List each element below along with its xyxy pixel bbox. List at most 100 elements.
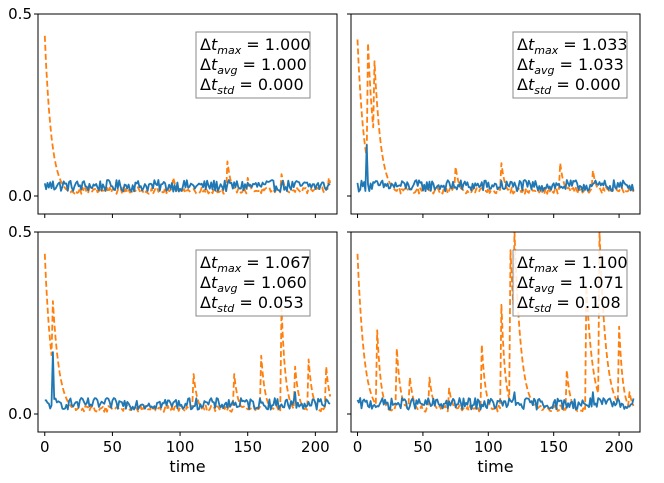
t-symbol: t	[528, 253, 535, 272]
delta-symbol: Δ	[517, 75, 528, 94]
y-tick-label: 0.0	[8, 187, 32, 205]
annotation-max: Δtmax = 1.000	[200, 35, 311, 57]
x-tick-label: 100	[474, 438, 503, 456]
t-symbol: t	[211, 293, 218, 312]
axes-frame	[350, 231, 641, 433]
annotation-avg: Δtavg = 1.060	[200, 273, 307, 295]
t-symbol: t	[211, 253, 218, 272]
annotation-max: Δtmax = 1.033	[517, 35, 628, 57]
annotation-avg: Δtavg = 1.000	[200, 55, 307, 77]
series-group	[43, 253, 332, 413]
axes-frame	[37, 13, 338, 215]
annotation-value-std: = 0.000	[551, 75, 620, 94]
series-solid-line	[44, 351, 331, 411]
t-symbol: t	[211, 75, 218, 94]
series-dashed-line	[43, 253, 332, 413]
annotation-box	[195, 249, 311, 317]
x-tick-label: 200	[605, 438, 634, 456]
delta-symbol: Δ	[517, 35, 528, 54]
subscript-max: max	[534, 44, 558, 57]
annotation-value-std: = 0.053	[234, 293, 303, 312]
annotation-value-std: = 0.000	[234, 75, 303, 94]
subscript-max: max	[217, 44, 241, 57]
subscript-avg: avg	[534, 282, 554, 295]
x-tick-label: 50	[413, 438, 432, 456]
annotation-value-avg: = 1.060	[237, 273, 306, 292]
delta-symbol: Δ	[200, 75, 211, 94]
delta-symbol: Δ	[517, 253, 528, 272]
t-symbol: t	[211, 273, 218, 292]
annotation-value-avg: = 1.071	[554, 273, 623, 292]
annotation-value-std: = 0.108	[551, 293, 620, 312]
t-symbol: t	[211, 55, 218, 74]
annotation-box	[512, 249, 628, 317]
subscript-std: std	[217, 302, 235, 315]
delta-symbol: Δ	[200, 293, 211, 312]
subscript-avg: avg	[534, 64, 554, 77]
delta-symbol: Δ	[517, 55, 528, 74]
annotation-value-avg: = 1.033	[554, 55, 623, 74]
t-symbol: t	[528, 35, 535, 54]
series-dashed-line	[43, 35, 332, 195]
subscript-avg: avg	[217, 282, 237, 295]
delta-symbol: Δ	[200, 253, 211, 272]
x-tick-label: 0	[40, 438, 50, 456]
y-tick-label: 0.5	[8, 5, 32, 23]
series-solid-line	[43, 179, 331, 193]
subscript-std: std	[217, 84, 235, 97]
annotation-avg: Δtavg = 1.071	[517, 273, 624, 295]
annotation-std: Δtstd = 0.000	[517, 75, 621, 97]
annotation-avg: Δtavg = 1.033	[517, 55, 624, 77]
axes-frame	[37, 231, 338, 433]
annotation-max: Δtmax = 1.100	[517, 253, 628, 275]
subscript-max: max	[217, 262, 241, 275]
series-group	[356, 39, 635, 195]
x-tick-label: 0	[353, 438, 363, 456]
x-tick-label: 50	[103, 438, 122, 456]
t-symbol: t	[528, 273, 535, 292]
annotation-std: Δtstd = 0.108	[517, 293, 621, 315]
series-solid-line	[356, 144, 635, 193]
annotation-box	[512, 31, 628, 99]
t-symbol: t	[528, 55, 535, 74]
annotation-max: Δtmax = 1.067	[200, 253, 311, 275]
axes-frame	[350, 13, 641, 215]
t-symbol: t	[528, 75, 535, 94]
x-tick-label: 150	[539, 438, 568, 456]
series-dashed-line	[356, 39, 635, 195]
subscript-std: std	[534, 302, 552, 315]
delta-symbol: Δ	[200, 273, 211, 292]
annotation-value-max: = 1.033	[558, 35, 627, 54]
t-symbol: t	[528, 293, 535, 312]
annotation-value-max: = 1.100	[558, 253, 627, 272]
annotation-value-avg: = 1.000	[237, 55, 306, 74]
x-axis-label: time	[477, 457, 513, 476]
subscript-avg: avg	[217, 64, 237, 77]
subscript-std: std	[534, 84, 552, 97]
y-tick-label: 0.5	[8, 223, 32, 241]
x-tick-label: 200	[301, 438, 330, 456]
annotation-value-max: = 1.000	[241, 35, 310, 54]
subscript-max: max	[534, 262, 558, 275]
annotation-value-max: = 1.067	[241, 253, 310, 272]
annotation-box	[195, 31, 311, 99]
delta-symbol: Δ	[517, 273, 528, 292]
t-symbol: t	[211, 35, 218, 54]
delta-symbol: Δ	[200, 55, 211, 74]
delta-symbol: Δ	[517, 293, 528, 312]
x-tick-label: 150	[233, 438, 262, 456]
annotation-std: Δtstd = 0.053	[200, 293, 304, 315]
annotation-std: Δtstd = 0.000	[200, 75, 304, 97]
y-tick-label: 0.0	[8, 405, 32, 423]
series-group	[356, 232, 635, 413]
x-tick-label: 100	[166, 438, 195, 456]
delta-symbol: Δ	[200, 35, 211, 54]
series-group	[43, 35, 332, 195]
series-solid-line	[356, 391, 635, 411]
x-axis-label: time	[169, 457, 205, 476]
